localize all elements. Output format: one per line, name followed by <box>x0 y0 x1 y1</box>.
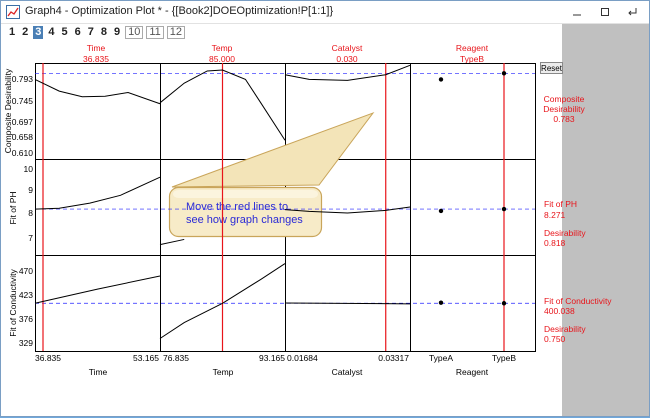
response-label: Fit of PH <box>544 199 577 209</box>
reagent-point <box>438 300 444 305</box>
x-min-label: 76.835 <box>163 353 189 363</box>
tick-label: 0.793 <box>12 74 34 84</box>
restore-button[interactable] <box>619 1 647 23</box>
tab-12[interactable]: 12 <box>166 26 186 39</box>
x-axis-title-catalyst: Catalyst <box>332 367 363 377</box>
reagent-point <box>501 71 507 76</box>
tab-5[interactable]: 5 <box>61 26 68 38</box>
response-label: Fit of Conductivity <box>544 296 612 306</box>
x-max-label: TypeB <box>492 353 516 363</box>
callout-line-1: Move the red lines to <box>186 201 288 213</box>
x-axis-title-reagent: Reagent <box>456 367 489 377</box>
tick-label: 0.697 <box>12 117 34 127</box>
response-curve <box>284 302 411 305</box>
x-min-label: 0.01684 <box>287 353 318 363</box>
tab-7[interactable]: 7 <box>87 26 94 38</box>
response-value: 0.783 <box>553 114 575 124</box>
response-curve <box>34 176 161 210</box>
factor-name-time: Time <box>87 43 106 53</box>
response-value: 8.271 <box>544 210 566 220</box>
tab-9[interactable]: 9 <box>114 26 121 38</box>
desirability-value: 0.818 <box>544 238 566 248</box>
tick-label: 376 <box>19 314 33 324</box>
desirability-label: Desirability <box>544 228 586 238</box>
row-label-desirability: Composite Desirability <box>3 68 13 153</box>
reagent-point <box>501 301 507 306</box>
response-curve <box>159 69 286 141</box>
factor-name-temp: Temp <box>212 43 233 53</box>
response-label: Composite <box>544 94 585 104</box>
tab-10[interactable]: 10 <box>125 26 144 39</box>
x-axis-title-temp: Temp <box>213 367 234 377</box>
desirability-label: Desirability <box>544 324 586 334</box>
tick-label: 8 <box>28 208 33 218</box>
reagent-point <box>501 206 507 212</box>
row-label-ph: Fit of PH <box>8 191 18 224</box>
title-bar[interactable]: Graph4 - Optimization Plot * - {[Book2]D… <box>1 1 649 24</box>
x-max-label: 0.03317 <box>378 353 409 363</box>
factor-value-reagent: TypeB <box>460 54 484 64</box>
x-max-label: 93.165 <box>259 353 285 363</box>
factor-name-catalyst: Catalyst <box>332 43 363 53</box>
response-curve <box>159 263 286 339</box>
x-min-label: 36.835 <box>35 353 61 363</box>
tab-3[interactable]: 3 <box>33 26 44 39</box>
minimize-icon <box>573 14 581 16</box>
factor-name-reagent: Reagent <box>456 43 489 53</box>
response-label: Desirability <box>543 104 585 114</box>
response-curve <box>159 238 185 246</box>
callout-line-2: see how graph changes <box>186 214 303 226</box>
tick-label: 9 <box>28 185 33 195</box>
factor-value-temp: 85.000 <box>209 54 235 64</box>
response-value: 400.038 <box>544 306 575 316</box>
x-max-label: 53.165 <box>133 353 159 363</box>
tick-label: 10 <box>24 164 34 174</box>
tick-label: 423 <box>19 290 33 300</box>
graph-window-icon <box>6 5 20 19</box>
tab-1[interactable]: 1 <box>9 26 16 38</box>
reset-button[interactable]: Reset <box>540 62 563 74</box>
factor-value-time: 36.835 <box>83 54 109 64</box>
tab-8[interactable]: 8 <box>100 26 107 38</box>
reagent-point <box>438 208 444 214</box>
maximize-button[interactable] <box>591 1 619 23</box>
response-curve <box>284 206 411 214</box>
reagent-point <box>438 77 444 82</box>
x-min-label: TypeA <box>429 353 453 363</box>
tick-label: 329 <box>19 338 33 348</box>
desirability-value: 0.750 <box>544 334 566 344</box>
tick-label: 470 <box>19 266 33 276</box>
minimize-button[interactable] <box>563 1 591 23</box>
tab-4[interactable]: 4 <box>48 26 55 38</box>
window-title: Graph4 - Optimization Plot * - {[Book2]D… <box>25 5 334 17</box>
tab-2[interactable]: 2 <box>22 26 29 38</box>
hint-callout: Move the red lines to see how graph chan… <box>168 111 375 238</box>
tab-6[interactable]: 6 <box>74 26 81 38</box>
row-label-conductivity: Fit of Conductivity <box>8 268 18 336</box>
tick-label: 7 <box>28 233 33 243</box>
tick-label: 0.610 <box>12 148 34 158</box>
tab-11[interactable]: 11 <box>146 26 164 39</box>
restore-icon <box>628 8 637 16</box>
tick-label: 0.745 <box>12 96 34 106</box>
gray-side-panel <box>562 24 649 416</box>
response-curve <box>284 64 411 81</box>
response-curve <box>34 78 161 105</box>
response-curve <box>34 275 161 304</box>
factor-value-catalyst: 0.030 <box>336 54 358 64</box>
maximize-icon <box>601 8 609 16</box>
tick-label: 0.658 <box>12 132 34 142</box>
x-axis-title-time: Time <box>89 367 108 377</box>
page-tabs: 1 2 3 4 5 6 7 8 9 10 11 12 <box>7 26 188 40</box>
